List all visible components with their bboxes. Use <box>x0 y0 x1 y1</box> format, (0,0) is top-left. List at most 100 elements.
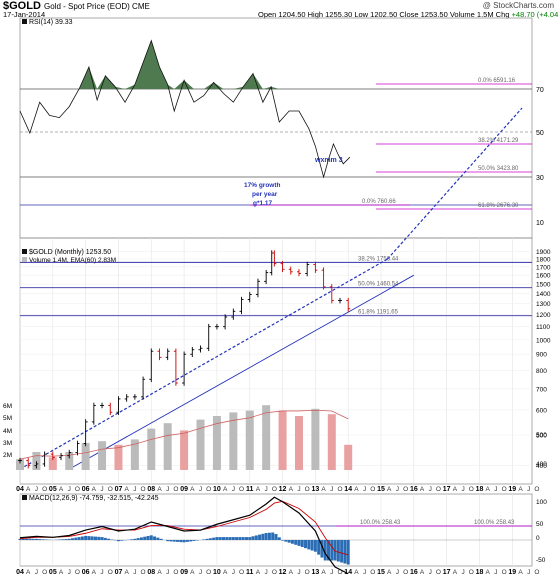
price-legend-label: $GOLD (Monthly) 1253.50 <box>29 249 111 256</box>
volume-bar <box>212 416 221 470</box>
x-year-label: 05 <box>49 486 57 493</box>
rsi-tick-label: 10 <box>536 220 544 227</box>
price-tick-label: 800 <box>536 368 547 375</box>
macd-histogram-bar <box>149 535 153 540</box>
x-month-label: O <box>370 486 375 493</box>
x-month-label-bottom: O <box>370 569 375 576</box>
macd-histogram-bar <box>340 540 344 563</box>
x-year-label: 06 <box>82 486 90 493</box>
price-tick-label: 500 <box>536 432 547 439</box>
price-tick-label: 400 <box>536 463 547 470</box>
macd-histogram-bar <box>93 536 97 540</box>
volume-tick-label: 4M <box>3 428 12 435</box>
x-month-label-bottom: O <box>403 569 408 576</box>
x-month-label-bottom: J <box>35 569 38 576</box>
macd-histogram-bar <box>136 538 140 540</box>
x-year-label: 15 <box>377 486 385 493</box>
x-year-label-bottom: 16 <box>410 569 418 576</box>
dashed-trend-line-ext <box>387 107 523 260</box>
copyright-label[interactable]: @ StockCharts.com <box>482 1 554 10</box>
volume-bar <box>65 452 74 470</box>
x-month-label: O <box>108 486 113 493</box>
macd-histogram-bar <box>103 537 107 540</box>
x-month-label: O <box>272 486 277 493</box>
x-year-label-bottom: 13 <box>311 569 319 576</box>
volume-tick-label: 3M <box>3 440 12 447</box>
x-year-label: 17 <box>443 486 451 493</box>
x-month-label: A <box>59 486 64 493</box>
price-tick-label: 1400 <box>536 291 551 298</box>
x-year-label-bottom: 17 <box>443 569 451 576</box>
price-fib-label: 50.0% 1460.54 <box>358 282 399 288</box>
dashed-trend-line <box>19 258 388 470</box>
rsi-legend-label: RSI(14) 39.33 <box>29 19 73 26</box>
x-month-label-bottom: A <box>453 569 458 576</box>
x-month-label: A <box>420 486 425 493</box>
price-tick-label: 1300 <box>536 301 551 308</box>
macd-histogram-bar <box>90 536 94 540</box>
ohlc-values: Open 1204.50 High 1255.30 Low 1202.50 Cl… <box>258 10 512 19</box>
x-month-label: J <box>429 486 432 493</box>
macd-histogram-bar <box>294 540 298 545</box>
volume-bar <box>327 414 336 470</box>
x-month-label-bottom: O <box>141 569 146 576</box>
x-month-label: J <box>232 486 235 493</box>
macd-histogram-bar <box>281 540 285 541</box>
macd-histogram-bar <box>84 535 88 540</box>
macd-histogram-bar <box>287 540 291 543</box>
macd-histogram-bar <box>156 537 160 540</box>
price-tick-label: 1100 <box>536 324 550 331</box>
macd-histogram-bar <box>264 532 268 540</box>
x-month-label: O <box>75 486 80 493</box>
macd-histogram-bar <box>120 540 124 541</box>
growth-note-3: g*1.17 <box>253 200 273 207</box>
x-month-label-bottom: J <box>265 569 268 576</box>
volume-bar <box>98 441 107 470</box>
x-month-label-bottom: A <box>92 569 97 576</box>
price-low-tick-label: 400 <box>536 461 547 468</box>
macd-histogram-bar <box>290 540 294 544</box>
x-month-label-bottom: O <box>75 569 80 576</box>
macd-histogram-bar <box>271 532 275 540</box>
macd-histogram-bar <box>304 540 308 549</box>
macd-histogram-bar <box>307 540 311 550</box>
x-month-label-bottom: A <box>124 569 129 576</box>
macd-histogram-bar <box>74 537 78 540</box>
price-tick-label: 1800 <box>536 256 551 263</box>
macd-histogram-bar <box>248 537 252 540</box>
volume-bar <box>294 416 303 470</box>
macd-histogram-bar <box>336 540 340 562</box>
x-month-label-bottom: A <box>190 569 195 576</box>
x-month-label-bottom: O <box>469 569 474 576</box>
x-month-label-bottom: A <box>321 569 326 576</box>
macd-histogram-bar <box>25 538 29 540</box>
price-tick-label: 900 <box>536 352 547 359</box>
macd-histogram-bar <box>267 532 271 540</box>
price-low-tick-label: 500 <box>536 432 547 439</box>
x-month-label-bottom: J <box>429 569 432 576</box>
x-month-label-bottom: J <box>527 569 530 576</box>
macd-line <box>19 496 349 575</box>
x-month-label-bottom: A <box>59 569 64 576</box>
x-month-label-bottom: J <box>199 569 202 576</box>
macd-histogram-bar <box>153 536 157 540</box>
description-label: Gold - Spot Price (EOD) CME <box>44 2 150 11</box>
x-month-label: A <box>124 486 129 493</box>
x-month-label: A <box>387 486 392 493</box>
x-month-label: A <box>453 486 458 493</box>
x-year-label: 09 <box>180 486 188 493</box>
macd-histogram-bar <box>225 537 229 540</box>
x-month-label: O <box>141 486 146 493</box>
macd-histogram-bar <box>71 538 75 540</box>
x-month-label-bottom: J <box>494 569 497 576</box>
x-month-label: J <box>363 486 366 493</box>
x-year-label-bottom: 06 <box>82 569 90 576</box>
x-month-label-bottom: J <box>100 569 103 576</box>
x-month-label: A <box>289 486 294 493</box>
rsi-tick-label: 50 <box>536 130 544 137</box>
macd-histogram-bar <box>218 537 222 540</box>
x-month-label: O <box>42 486 47 493</box>
x-month-label: O <box>239 486 244 493</box>
x-year-label-bottom: 08 <box>147 569 155 576</box>
macd-histogram-bar <box>21 538 25 540</box>
